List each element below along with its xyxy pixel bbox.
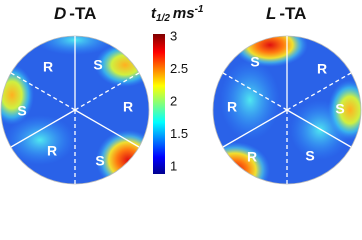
- sector-label: R: [123, 99, 133, 115]
- sector-label: R: [247, 149, 257, 165]
- sector-label: S: [305, 148, 314, 164]
- colorbar-label: t1/2 ms-1: [151, 4, 204, 24]
- sector-label: R: [317, 61, 327, 77]
- colorbar-tick-label: 1.5: [170, 126, 188, 141]
- page: {"panels": [ {"title": {"italic": "D", "…: [0, 3, 362, 185]
- title-rest: -TA: [279, 4, 306, 23]
- sector-label: R: [47, 143, 57, 159]
- colorbar: [153, 34, 165, 174]
- colorbar-tick-label: 3: [170, 28, 177, 43]
- panel-title: D -TA: [54, 4, 96, 23]
- colorbar-ticks: 3 2.5 2 1.5 1: [170, 28, 188, 173]
- title-italic: D: [54, 4, 66, 23]
- title-italic: L: [266, 4, 276, 23]
- sector-label: R: [227, 99, 237, 115]
- sector-labels: R S S R R S S R R S R S: [17, 54, 344, 169]
- sector-label: S: [250, 54, 259, 70]
- panel-title: L -TA: [266, 4, 306, 23]
- sector-label: S: [93, 57, 102, 73]
- label-sup: -1: [195, 4, 204, 15]
- colorbar-tick-label: 2.5: [170, 61, 188, 76]
- sector-lines-left: [10, 36, 140, 184]
- sector-label: R: [43, 59, 53, 75]
- sector-label: S: [95, 153, 104, 169]
- sector-lines-right: [222, 36, 352, 184]
- colorbar-tick-label: 1: [170, 158, 177, 173]
- label-t: t: [151, 5, 157, 22]
- label-sub: 1/2: [156, 13, 170, 24]
- title-rest: -TA: [69, 4, 96, 23]
- colorbar-tick-label: 2: [170, 93, 177, 108]
- label-unit: ms: [173, 5, 195, 22]
- sector-label: S: [335, 101, 344, 117]
- sector-label: S: [17, 103, 26, 119]
